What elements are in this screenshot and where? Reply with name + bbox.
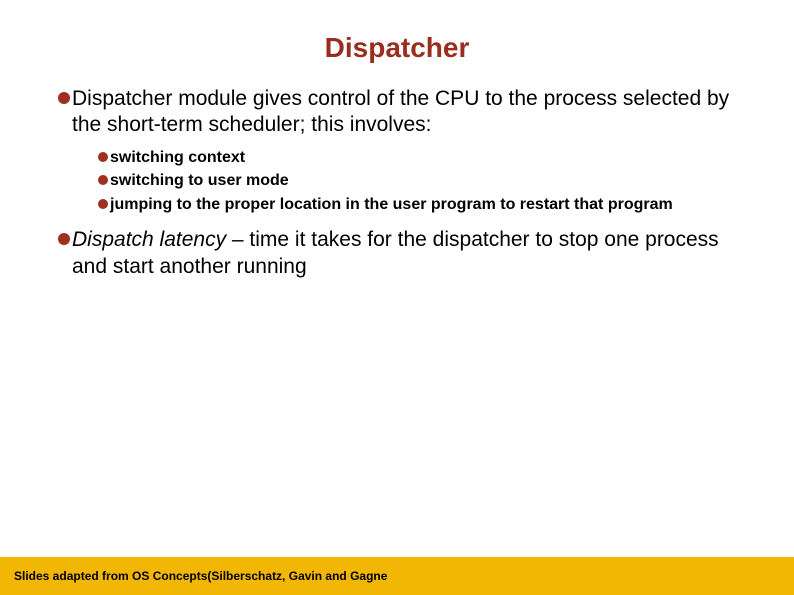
bullet-icon	[98, 175, 108, 185]
bullet-text: Dispatch latency – time it takes for the…	[72, 227, 754, 280]
sub-bullet-item: switching to user mode	[40, 170, 754, 192]
bullet-text: Dispatcher module gives control of the C…	[72, 86, 754, 139]
sub-bullet-item: switching context	[40, 147, 754, 169]
sub-bullet-item: jumping to the proper location in the us…	[40, 194, 754, 216]
sub-bullet-text: switching context	[110, 147, 245, 169]
bullet-icon	[58, 233, 70, 245]
bullet-icon	[58, 92, 70, 104]
bullet-icon	[98, 199, 108, 209]
italic-term: Dispatch latency	[72, 228, 226, 251]
footer-bar: Slides adapted from OS Concepts(Silbersc…	[0, 557, 794, 595]
footer-text: Slides adapted from OS Concepts(Silbersc…	[14, 569, 387, 583]
sub-bullet-group: switching context switching to user mode…	[40, 147, 754, 216]
sub-bullet-text: jumping to the proper location in the us…	[110, 194, 673, 216]
bullet-icon	[98, 152, 108, 162]
bullet-item: Dispatcher module gives control of the C…	[40, 86, 754, 139]
slide-title: Dispatcher	[40, 32, 754, 64]
sub-bullet-text: switching to user mode	[110, 170, 289, 192]
slide: Dispatcher Dispatcher module gives contr…	[0, 0, 794, 595]
bullet-item: Dispatch latency – time it takes for the…	[40, 227, 754, 280]
